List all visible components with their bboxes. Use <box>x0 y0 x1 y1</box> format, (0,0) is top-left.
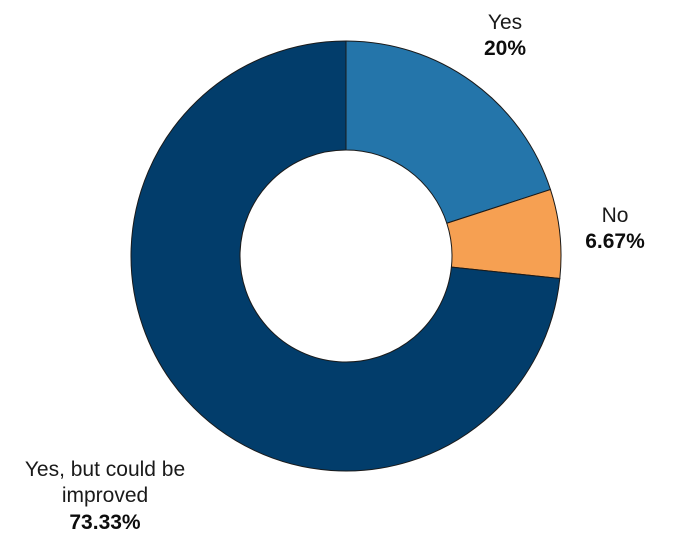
slice-label-yes-but-could-be-improved: Yes, but could be improved 73.33% <box>0 457 210 536</box>
slice-label-no: No 6.67% <box>560 203 670 256</box>
slice-value-yes: 20% <box>483 37 527 61</box>
slice-value-yes-but-could-be-improved: 73.33% <box>69 510 141 534</box>
slice-yes-but-could-be-improved <box>130 40 561 472</box>
slice-value-no: 6.67% <box>585 230 645 254</box>
donut-slices <box>130 40 562 472</box>
slice-name-yes-but-could-be-improved: Yes, but could be improved <box>24 458 186 508</box>
slice-label-yes: Yes 20% <box>455 10 555 63</box>
slice-name-no: No <box>601 204 629 227</box>
slice-yes <box>345 40 552 224</box>
slice-name-yes: Yes <box>487 11 523 34</box>
